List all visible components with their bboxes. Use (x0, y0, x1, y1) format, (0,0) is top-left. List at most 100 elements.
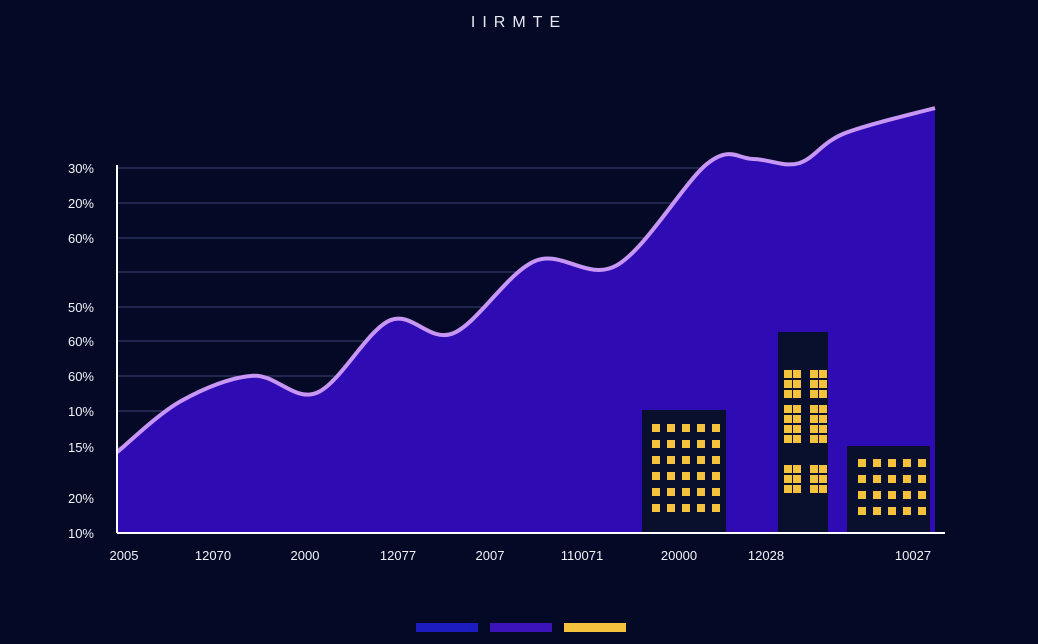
building-window (873, 491, 881, 499)
building-window (712, 424, 720, 432)
building-window (682, 456, 690, 464)
building-window (697, 424, 705, 432)
building-window (858, 459, 866, 467)
building-window (667, 424, 675, 432)
building-window (918, 491, 926, 499)
building-window (712, 456, 720, 464)
building-window (858, 491, 866, 499)
legend-swatch-2 (490, 623, 552, 632)
x-tick-label: 110071 (561, 548, 603, 563)
building-window (819, 465, 827, 473)
building-window (918, 475, 926, 483)
building-window (652, 504, 660, 512)
series-line (115, 106, 936, 454)
building-window (810, 380, 818, 388)
building-window (888, 459, 896, 467)
building-window (784, 475, 792, 483)
building-window (793, 485, 801, 493)
building-window (784, 485, 792, 493)
building-window (873, 459, 881, 467)
area-fill (117, 108, 935, 533)
y-tick-label: 15% (68, 440, 94, 455)
building-window (819, 415, 827, 423)
building-window (819, 380, 827, 388)
legend-swatch-1 (416, 623, 478, 632)
building-window (810, 370, 818, 378)
x-tick-label: 2007 (476, 548, 505, 563)
building-window (793, 390, 801, 398)
building-window (697, 504, 705, 512)
building-window (784, 435, 792, 443)
building-window (810, 435, 818, 443)
building-window (793, 425, 801, 433)
building-window (888, 491, 896, 499)
building-window (888, 475, 896, 483)
y-tick-label: 20% (68, 491, 94, 506)
building-window (652, 472, 660, 480)
building-window (784, 380, 792, 388)
building-window (682, 488, 690, 496)
building-window (810, 465, 818, 473)
building-window (712, 504, 720, 512)
y-tick-label: 10% (68, 404, 94, 419)
building-window (667, 472, 675, 480)
x-tick-label: 12028 (748, 548, 784, 563)
building-window (667, 456, 675, 464)
building-window (793, 380, 801, 388)
building-window (712, 472, 720, 480)
building-window (667, 488, 675, 496)
building-window (682, 424, 690, 432)
x-tick-label: 20000 (661, 548, 697, 563)
building-window (810, 425, 818, 433)
building-window (712, 440, 720, 448)
building-window (819, 390, 827, 398)
building-window (784, 405, 792, 413)
building-window (918, 459, 926, 467)
building-window (819, 370, 827, 378)
building-window (697, 440, 705, 448)
building-window (819, 485, 827, 493)
building-window (819, 405, 827, 413)
x-tick-label: 12077 (380, 548, 416, 563)
y-tick-label: 60% (68, 334, 94, 349)
building-window (819, 435, 827, 443)
building-window (697, 472, 705, 480)
y-tick-label: 30% (68, 161, 94, 176)
building-window (918, 507, 926, 515)
building-window (667, 440, 675, 448)
building-window (682, 440, 690, 448)
x-tick-label: 12070 (195, 548, 231, 563)
building-window (810, 405, 818, 413)
building-window (903, 475, 911, 483)
building-window (873, 475, 881, 483)
building-window (819, 425, 827, 433)
building-window (810, 485, 818, 493)
building-window (858, 475, 866, 483)
building-window (712, 488, 720, 496)
building-window (793, 370, 801, 378)
y-tick-label: 60% (68, 369, 94, 384)
x-tick-label: 2005 (110, 548, 139, 563)
building-window (784, 370, 792, 378)
building-window (888, 507, 896, 515)
building-window (784, 415, 792, 423)
building-window (697, 456, 705, 464)
building-window (682, 472, 690, 480)
building-window (667, 504, 675, 512)
building-window (793, 475, 801, 483)
building-window (873, 507, 881, 515)
building-window (903, 507, 911, 515)
legend-swatch-3 (564, 623, 626, 632)
building-window (793, 405, 801, 413)
building-window (682, 504, 690, 512)
building-window (810, 415, 818, 423)
building-window (652, 488, 660, 496)
y-tick-label: 50% (68, 300, 94, 315)
y-tick-label: 60% (68, 231, 94, 246)
x-tick-label: 2000 (291, 548, 320, 563)
chart-title: IIRMTE (470, 14, 568, 31)
building-window (784, 465, 792, 473)
building-window (810, 390, 818, 398)
